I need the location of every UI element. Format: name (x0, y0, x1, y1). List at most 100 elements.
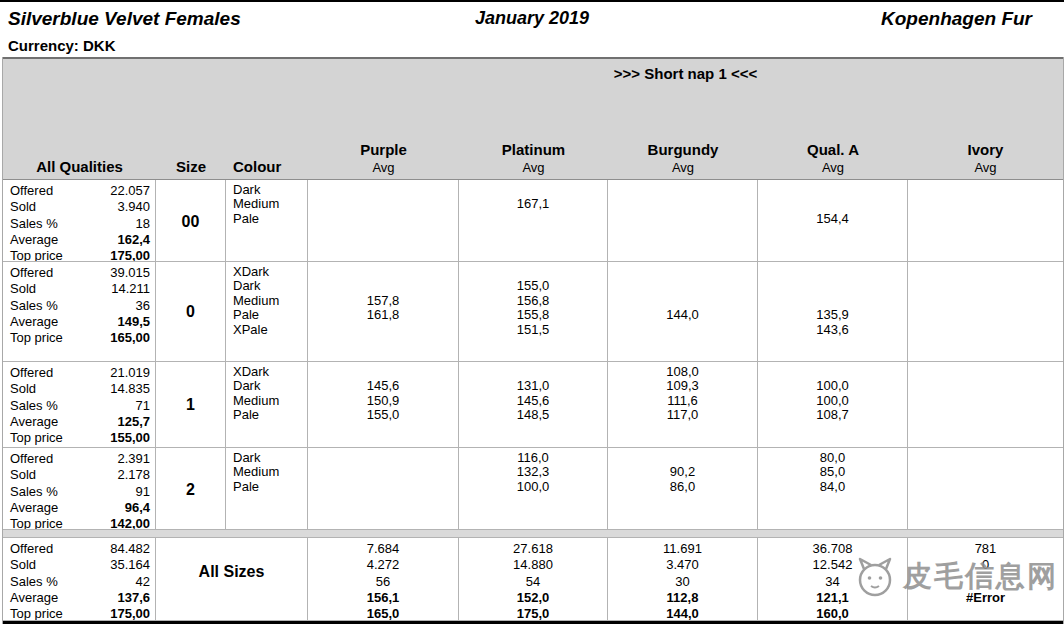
avg-value (908, 394, 1063, 408)
stat-row: Offered39.015 (10, 265, 150, 281)
avg-value (908, 379, 1063, 393)
avg-value (608, 265, 757, 279)
stat-value: 14.211 (111, 281, 150, 297)
size-block-1: Offered21.019 Sold14.835 Sales %71 Avera… (3, 362, 1063, 448)
stat-value: 22.057 (110, 183, 150, 199)
burgundy-avg-cell (608, 180, 758, 262)
colour-label: Medium (233, 465, 307, 479)
platinum-totals-cell: 27.618 14.880 54 152,0 175,0 (459, 538, 608, 621)
avg-value (908, 294, 1063, 308)
avg-value (908, 480, 1063, 494)
total-value: 11.691 (608, 541, 757, 557)
stat-value: 71 (136, 398, 150, 414)
avg-sublabel: Avg (822, 159, 844, 176)
block-separator (3, 530, 1063, 538)
total-value: 4.272 (308, 557, 458, 573)
avg-value (308, 197, 458, 211)
total-value (908, 606, 1063, 621)
stat-row: Top price155,00 (10, 430, 150, 446)
table-header-band: >>> Short nap 1 <<< All Qualities Size C… (3, 57, 1063, 180)
ivory-avg-cell (908, 448, 1063, 530)
avg-value (908, 465, 1063, 479)
purple-avg-cell (308, 180, 459, 262)
avg-value (908, 408, 1063, 422)
avg-value: 80,0 (758, 451, 907, 465)
avg-value (758, 197, 907, 211)
avg-value (308, 480, 458, 494)
total-value: 121,1 (758, 590, 907, 606)
avg-value (908, 183, 1063, 197)
total-value: 34 (758, 574, 907, 590)
colour-label: Pale (233, 408, 307, 422)
avg-value (608, 279, 757, 293)
avg-value (908, 451, 1063, 465)
stat-row: Sales %91 (10, 484, 150, 500)
stat-row: Sales %42 (10, 574, 150, 590)
ivory-avg-cell (908, 362, 1063, 447)
avg-sublabel: Avg (974, 159, 996, 176)
stat-value: 165,00 (110, 330, 150, 346)
stat-value: 2.178 (117, 467, 150, 483)
avg-value (908, 197, 1063, 211)
avg-value (758, 265, 907, 279)
stat-row: Sold14.835 (10, 381, 150, 397)
total-value: #Error (908, 590, 1063, 606)
avg-value (758, 279, 907, 293)
size-header: Size (156, 141, 226, 179)
avg-value (758, 365, 907, 379)
avg-value (308, 365, 458, 379)
colour-label: Medium (233, 197, 307, 211)
total-value: 27.618 (459, 541, 607, 557)
avg-value (459, 265, 607, 279)
total-value: 781 (908, 541, 1063, 557)
stat-row: Sales %18 (10, 216, 150, 232)
stat-value: 91 (136, 484, 150, 500)
colour-cell: XDark Dark Medium Pale (226, 362, 308, 447)
top-rule (0, 0, 1064, 2)
platinum-avg-cell: 155,0 156,8 155,8 151,5 (459, 262, 608, 361)
stat-row: Average162,4 (10, 232, 150, 248)
total-value: 144,0 (608, 606, 757, 621)
colour-label: Medium (233, 294, 307, 308)
corner-header: All Qualities (3, 141, 156, 179)
stat-value: 14.835 (110, 381, 150, 397)
avg-value (908, 212, 1063, 226)
colour-cell: Dark Medium Pale (226, 180, 308, 262)
colour-label: Dark (233, 379, 307, 393)
stat-value: 2.391 (117, 451, 150, 467)
burgundy-avg-cell: 90,2 86,0 (608, 448, 758, 530)
stat-row: Average137,6 (10, 590, 150, 606)
avg-value: 109,3 (608, 379, 757, 393)
purple-avg-cell (308, 448, 459, 530)
avg-value: 151,5 (459, 323, 607, 337)
avg-value: 157,8 (308, 294, 458, 308)
avg-value (308, 265, 458, 279)
colour-label: Dark (233, 279, 307, 293)
colour-label: Pale (233, 480, 307, 494)
stats-cell: Offered21.019 Sold14.835 Sales %71 Avera… (3, 362, 156, 447)
avg-value (758, 183, 907, 197)
stat-row: Average125,7 (10, 414, 150, 430)
auction-report-page: Silverblue Velvet Females January 2019 K… (0, 0, 1064, 625)
avg-value: 155,8 (459, 308, 607, 322)
total-value (908, 574, 1063, 590)
total-value: 165,0 (308, 606, 458, 621)
avg-value: 100,0 (758, 394, 907, 408)
brand-name: Kopenhagen Fur (881, 8, 1032, 30)
stat-row: Top price175,00 (10, 248, 150, 262)
stat-value: 175,00 (110, 248, 150, 262)
stat-row: Offered2.391 (10, 451, 150, 467)
stat-row: Offered22.057 (10, 183, 150, 199)
avg-value: 161,8 (308, 308, 458, 322)
size-label: 1 (156, 362, 226, 447)
ivory-avg-cell (908, 180, 1063, 262)
results-table: >>> Short nap 1 <<< All Qualities Size C… (2, 57, 1064, 624)
colour-label: Dark (233, 451, 307, 465)
stat-value: 162,4 (117, 232, 150, 248)
burgundy-avg-cell: 144,0 (608, 262, 758, 361)
avg-value: 155,0 (308, 408, 458, 422)
avg-value (608, 183, 757, 197)
avg-value: 85,0 (758, 465, 907, 479)
avg-value (608, 451, 757, 465)
total-value: 3.470 (608, 557, 757, 573)
